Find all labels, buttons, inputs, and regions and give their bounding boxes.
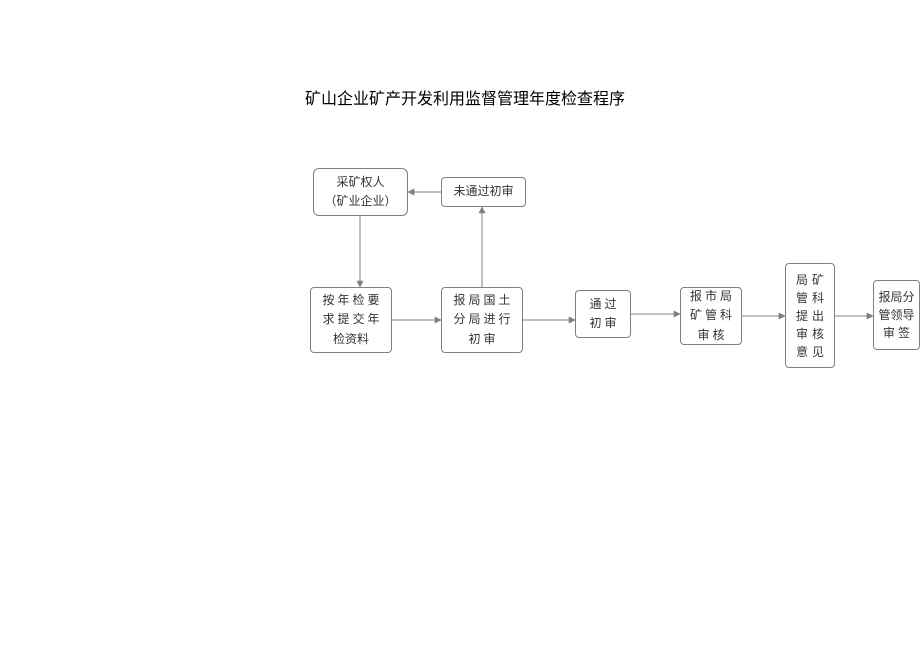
node-label-col: 局管提审意 <box>795 271 809 361</box>
node-label: 通 过初 审 <box>589 295 616 333</box>
node-prelim-review: 报 局 国 土分 局 进 行初 审 <box>441 287 523 353</box>
node-label: 报 局 国 土分 局 进 行初 审 <box>453 291 510 349</box>
node-label: 采矿权人（矿业企业） <box>324 173 396 211</box>
node-label-line: 管领导 <box>878 306 914 324</box>
node-leader-sign: 报局分管领导审 签 <box>873 280 920 350</box>
node-label-line: 报局分 <box>878 288 914 306</box>
node-pass-prelim: 通 过初 审 <box>575 290 631 338</box>
node-opinion: 局管提审意矿科出核见 <box>785 263 835 368</box>
node-applicant: 采矿权人（矿业企业） <box>313 168 408 216</box>
node-submit-materials: 按 年 检 要求 提 交 年检资料 <box>310 287 392 353</box>
node-fail-prelim: 未通过初审 <box>441 177 526 207</box>
node-label-col: 矿科出核见 <box>811 271 825 361</box>
node-label: 未通过初审 <box>453 182 513 201</box>
node-label: 报 市 局矿 管 科审 核 <box>690 287 732 345</box>
node-label-line: 审 签 <box>883 324 910 342</box>
node-label: 按 年 检 要求 提 交 年检资料 <box>322 291 379 349</box>
node-city-review: 报 市 局矿 管 科审 核 <box>680 287 742 345</box>
diagram-title: 矿山企业矿产开发利用监督管理年度检查程序 <box>305 85 625 109</box>
